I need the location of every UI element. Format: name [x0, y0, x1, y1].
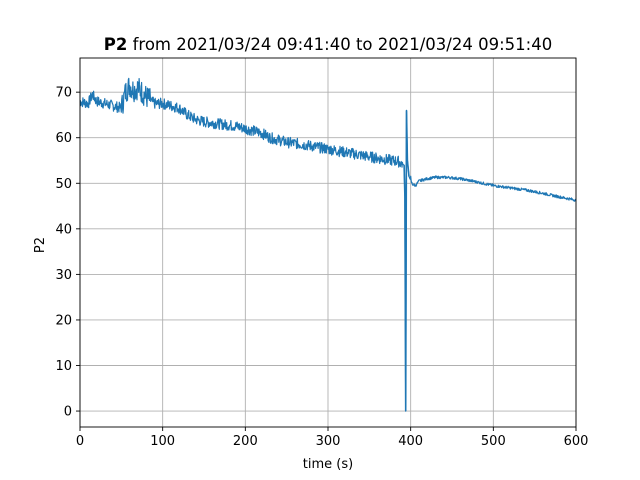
x-tick-label: 100: [150, 434, 175, 449]
chart-title-rest: from 2021/03/24 09:41:40 to 2021/03/24 0…: [127, 35, 552, 54]
chart-title-bold: P2: [104, 35, 128, 54]
y-tick-label: 0: [64, 405, 72, 420]
y-tick-label: 40: [55, 222, 72, 237]
y-tick-label: 30: [55, 268, 72, 283]
y-tick-label: 20: [55, 313, 72, 328]
plot-area: [79, 77, 577, 412]
y-tick-label: 50: [55, 177, 72, 192]
series-line: [79, 77, 577, 412]
series-spike-line: [403, 110, 410, 412]
axis-ticks: 0 100 200 300 400 500 600 0 10 20 30 40 50 60 70: [55, 86, 588, 449]
y-tick-label: 70: [55, 86, 72, 101]
chart-title: P2 from 2021/03/24 09:41:40 to 2021/03/2…: [104, 35, 552, 54]
x-tick-label: 400: [398, 434, 423, 449]
y-tick-label: 60: [55, 131, 72, 146]
x-axis-label: time (s): [303, 457, 353, 472]
x-tick-label: 600: [564, 434, 589, 449]
y-axis-label: P2: [33, 237, 48, 253]
grid: [79, 58, 577, 427]
x-tick-label: 500: [481, 434, 506, 449]
y-tick-label: 10: [55, 359, 72, 374]
x-tick-label: 0: [76, 434, 84, 449]
x-tick-label: 300: [316, 434, 341, 449]
x-tick-label: 200: [233, 434, 258, 449]
